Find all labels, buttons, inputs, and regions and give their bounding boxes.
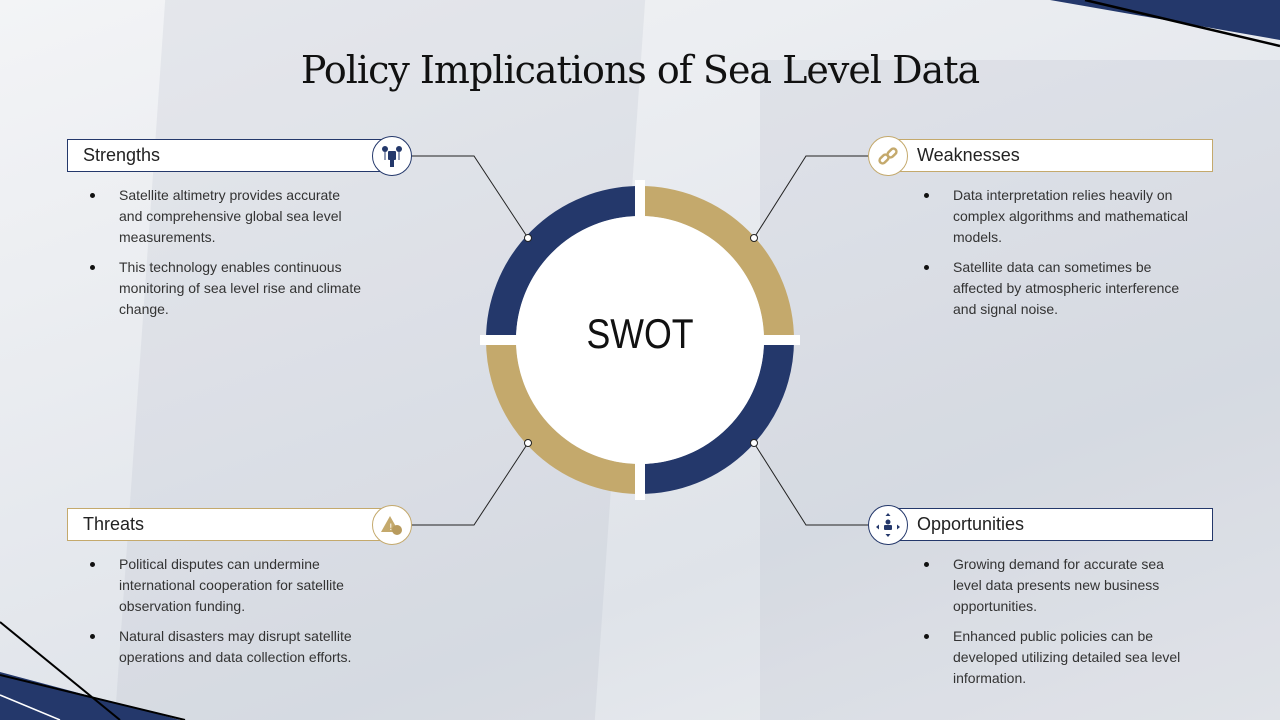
weaknesses-header: Weaknesses (887, 139, 1213, 172)
connector-opportunities (753, 442, 868, 526)
ring-segment-strengths (486, 186, 641, 341)
weaknesses-list: Data interpretation relies heavily on co… (920, 185, 1195, 329)
svg-text:!: ! (389, 523, 393, 533)
warning-triangle-icon: ! (372, 505, 412, 545)
connector-strengths (412, 155, 529, 239)
list-item: Satellite data can sometimes be affected… (920, 257, 1195, 320)
threats-list: Political disputes can undermine interna… (86, 554, 361, 677)
list-item: Political disputes can undermine interna… (86, 554, 361, 617)
opportunities-list: Growing demand for accurate sea level da… (920, 554, 1195, 698)
ring-segment-threats (486, 339, 641, 494)
ring-segment-weaknesses (639, 186, 794, 341)
protest-hand-icon (372, 136, 412, 176)
connector-weaknesses (753, 155, 868, 239)
threats-header: Threats (67, 508, 393, 541)
connector-threats (412, 442, 529, 526)
slide-title: Policy Implications of Sea Level Data (300, 48, 980, 92)
strengths-list: Satellite altimetry provides accurate an… (86, 185, 361, 329)
list-item: Growing demand for accurate sea level da… (920, 554, 1195, 617)
opportunities-header: Opportunities (887, 508, 1213, 541)
list-item: Natural disasters may disrupt satellite … (86, 626, 361, 668)
strengths-header: Strengths (67, 139, 393, 172)
list-item: This technology enables continuous monit… (86, 257, 361, 320)
list-item: Satellite altimetry provides accurate an… (86, 185, 361, 248)
list-item: Enhanced public policies can be develope… (920, 626, 1195, 689)
list-item: Data interpretation relies heavily on co… (920, 185, 1195, 248)
swot-center-label: SWOT (586, 310, 694, 357)
broken-chain-link-icon (868, 136, 908, 176)
ring-segment-opportunities (639, 339, 794, 494)
person-expand-arrows-icon (868, 505, 908, 545)
